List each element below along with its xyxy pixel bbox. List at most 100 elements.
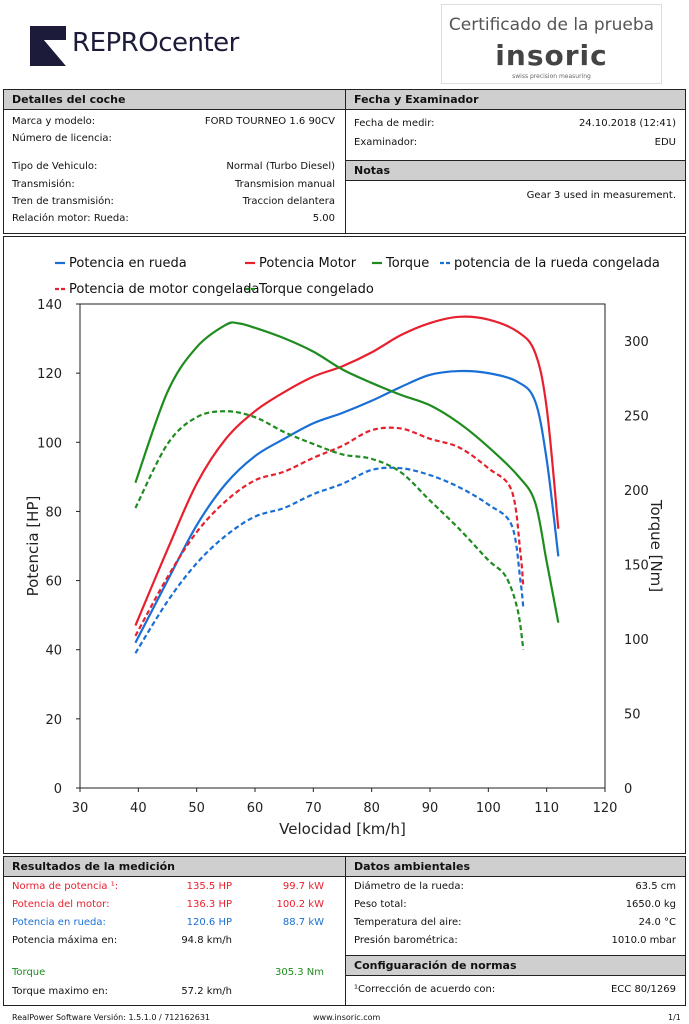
legend-label-5: Torque congelado: [258, 282, 374, 297]
series-line-0: [134, 369, 560, 644]
car-row-value: Traccion delantera: [242, 196, 335, 207]
result-row-value-1: 120.6 HP: [186, 917, 232, 928]
results-header: Resultados de la medición: [4, 857, 345, 877]
x-tick-label: 110: [534, 801, 559, 816]
series-line-5: [134, 410, 525, 650]
car-row-label: Tren de transmisión:: [12, 196, 114, 207]
y2-axis-label: Torque [Nm]: [647, 499, 665, 592]
y2-tick-label: 50: [624, 708, 641, 723]
repro-logo-box: REPROcenter: [8, 6, 244, 82]
chart-panel: [3, 236, 686, 854]
y2-tick-label: 150: [624, 559, 649, 574]
series-line-2: [134, 321, 560, 623]
ambient-row-value: 1650.0 kg: [625, 899, 676, 910]
legend-label-2: Torque: [385, 256, 429, 271]
y2-tick-label: 300: [624, 335, 649, 350]
result-row-label: Potencia máxima en:: [12, 935, 118, 946]
fecha-row-value: 24.10.2018 (12:41): [578, 118, 676, 129]
result-row-value-1: 136.3 HP: [186, 899, 232, 910]
y-tick-label: 0: [54, 782, 62, 797]
brand-suffix: center: [158, 28, 239, 58]
fecha-row-label: Fecha de medir:: [354, 118, 435, 129]
legend-label-0: Potencia en rueda: [69, 256, 187, 271]
car-row-label: Número de licencia:: [12, 133, 112, 144]
x-tick-label: 30: [72, 801, 89, 816]
y-tick-label: 120: [37, 367, 62, 382]
legend-label-3: potencia de la rueda congelada: [454, 256, 660, 271]
dyno-chart: 30 40 50 60 70 80 90 100 110 120 0 20 40 60 80 100 120 14…: [24, 256, 665, 838]
notas-top-line: [346, 160, 685, 161]
x-tick-label: 60: [247, 801, 264, 816]
result-row-value-2: 305.3 Nm: [274, 967, 324, 978]
series-line-4: [134, 426, 525, 637]
reprocenter-logo-icon: [30, 26, 66, 66]
top-divider: [345, 89, 346, 234]
ambient-row-value: 24.0 °C: [638, 917, 676, 928]
car-row-label: Relación motor: Rueda:: [12, 213, 129, 224]
series-line-1: [134, 315, 560, 626]
ambient-row-value: 1010.0 mbar: [611, 935, 677, 946]
car-row-label: Transmisión:: [12, 179, 75, 190]
x-tick-label: 100: [476, 801, 501, 816]
y2-tick-label: 100: [624, 633, 649, 648]
y-tick-label: 80: [45, 505, 62, 520]
result-row-label: Potencia en rueda:: [12, 917, 106, 928]
norms-label: ¹Corrección de acuerdo con:: [354, 984, 496, 995]
legend-label-1: Potencia Motor: [259, 256, 357, 271]
result-row-label: Norma de potencia ¹:: [12, 881, 119, 892]
footer-software: RealPower Software Versión: 1.5.1.0 / 71…: [12, 1013, 211, 1022]
brand-prefix: REPRO: [72, 28, 159, 58]
plot-frame: [79, 303, 606, 789]
car-details-header: Detalles del coche: [4, 90, 345, 110]
brand-name: REPROcenter: [72, 28, 239, 58]
ambient-row-label: Temperatura del aire:: [354, 917, 462, 928]
y-tick-label: 140: [37, 298, 62, 313]
ambient-row-value: 63.5 cm: [635, 881, 676, 892]
car-row-value: Transmision manual: [234, 179, 335, 190]
insoric-logo: insoric: [495, 39, 608, 72]
car-row-label: Tipo de Vehiculo:: [12, 161, 98, 172]
insoric-tagline: swiss precision measuring: [512, 73, 591, 80]
car-row-label: Marca y modelo:: [12, 116, 96, 127]
ambient-row-label: Peso total:: [354, 899, 407, 910]
y-tick-label: 20: [45, 713, 62, 728]
fecha-row-value: EDU: [654, 137, 676, 148]
y2-tick-label: 200: [624, 484, 649, 499]
fecha-header: Fecha y Examinador: [346, 90, 685, 110]
norms-header: Configuaración de normas: [346, 956, 685, 976]
fecha-row-label: Examinador:: [354, 137, 418, 148]
y-tick-label: 60: [45, 575, 62, 590]
x-tick-label: 80: [363, 801, 380, 816]
x-axis-label: Velocidad [km/h]: [279, 820, 406, 838]
x-tick-label: 40: [130, 801, 147, 816]
series-line-3: [134, 466, 525, 654]
y2-tick-label: 0: [624, 782, 632, 797]
result-row-value-2: 99.7 kW: [282, 881, 324, 892]
car-row-value: FORD TOURNEO 1.6 90CV: [204, 116, 335, 127]
result-row-label: Torque: [12, 967, 46, 978]
result-row-value-2: 100.2 kW: [276, 899, 325, 910]
result-row-value-2: 88.7 kW: [282, 917, 324, 928]
result-row-label: Torque maximo en:: [12, 986, 108, 997]
y2-tick-label: 250: [624, 410, 649, 425]
notas-text: Gear 3 used in measurement.: [526, 190, 676, 201]
legend-label-4: Potencia de motor congelada: [69, 282, 259, 297]
bottom-panel: [3, 856, 686, 1006]
x-tick-label: 120: [593, 801, 618, 816]
footer-page: 1/1: [668, 1013, 681, 1022]
y-tick-label: 40: [45, 644, 62, 659]
bottom-divider: [345, 856, 346, 1006]
car-row-value: Normal (Turbo Diesel): [226, 161, 335, 172]
y-tick-label: 100: [37, 436, 62, 451]
norms-top-line: [346, 955, 685, 956]
ambient-header: Datos ambientales: [346, 857, 685, 877]
norms-value: ECC 80/1269: [610, 984, 676, 995]
result-row-value-1: 57.2 km/h: [181, 986, 232, 997]
notas-header: Notas: [346, 161, 685, 181]
cert-title: Certificado de la prueba: [448, 15, 655, 35]
x-tick-label: 50: [188, 801, 205, 816]
result-row-value-1: 135.5 HP: [186, 881, 232, 892]
footer-url[interactable]: www.insoric.com: [313, 1013, 381, 1022]
x-tick-label: 70: [305, 801, 322, 816]
y-axis-label: Potencia [HP]: [24, 496, 42, 597]
